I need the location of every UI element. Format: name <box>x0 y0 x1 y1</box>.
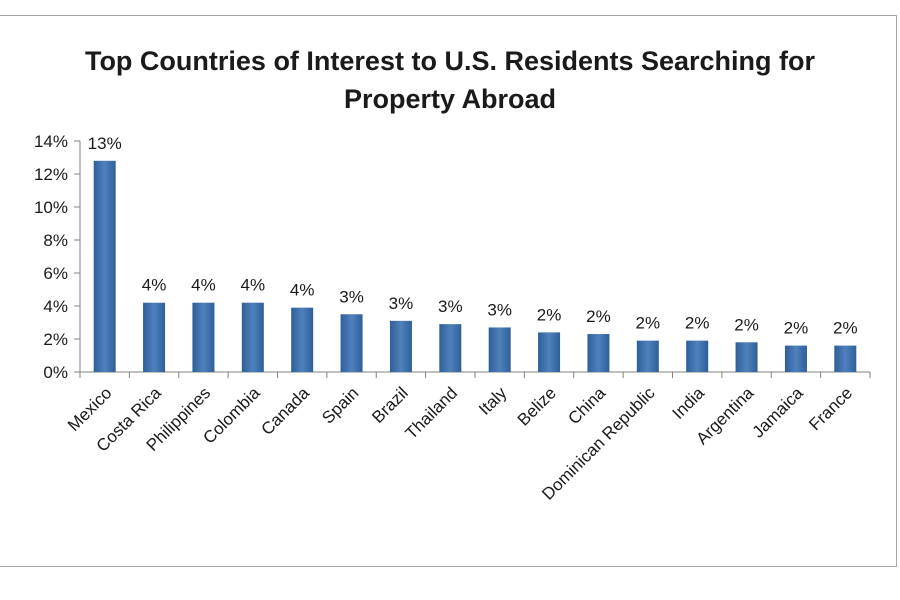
bar <box>538 332 561 372</box>
chart-title-line-1: Top Countries of Interest to U.S. Reside… <box>84 46 816 76</box>
category-label: France <box>805 383 856 434</box>
category-label: China <box>564 383 609 428</box>
category-label: Jamaica <box>749 383 808 442</box>
bar <box>93 160 116 372</box>
bar <box>291 307 314 372</box>
y-tick-label: 0% <box>43 363 68 382</box>
data-label: 3% <box>438 297 463 316</box>
data-label: 2% <box>734 315 759 334</box>
bar <box>488 327 511 372</box>
data-label: 2% <box>685 314 710 333</box>
data-label: 2% <box>833 319 858 338</box>
data-label: 13% <box>88 134 122 153</box>
data-label: 4% <box>142 276 167 295</box>
data-label: 4% <box>191 276 216 295</box>
bar <box>636 340 659 372</box>
category-label: Belize <box>514 383 560 429</box>
category-label: Spain <box>318 383 362 427</box>
bar <box>439 324 462 372</box>
chart-frame <box>0 15 897 567</box>
y-tick-label: 4% <box>43 297 68 316</box>
data-labels: 13% 4% 4% 4% 4% 3% 3% 3% 3% 2% 2% 2% 2% 2% 2% 2% <box>88 134 858 338</box>
bar <box>834 345 857 372</box>
bar <box>340 314 363 372</box>
data-label: 3% <box>487 300 512 319</box>
y-axis: 0% 2% 4% 6% 8% 10% 12% 14% <box>34 132 81 382</box>
chart-title-line-2: Property Abroad <box>343 84 557 114</box>
category-label: Thailand <box>402 383 462 443</box>
bar <box>784 345 807 372</box>
data-label: 2% <box>537 305 562 324</box>
bar <box>587 334 610 372</box>
category-label: Canada <box>257 383 313 439</box>
data-label: 4% <box>241 276 266 295</box>
category-label: Italy <box>475 383 511 419</box>
data-label: 2% <box>784 319 809 338</box>
category-label: India <box>669 383 709 423</box>
bar <box>192 302 215 372</box>
y-tick-label: 14% <box>34 132 68 151</box>
data-label: 2% <box>586 307 611 326</box>
y-tick-label: 2% <box>43 330 68 349</box>
chart-title: Top Countries of Interest to U.S. Reside… <box>0 42 900 118</box>
data-label: 2% <box>636 314 661 333</box>
bar <box>143 302 166 372</box>
data-label: 3% <box>389 294 414 313</box>
y-tick-label: 8% <box>43 231 68 250</box>
x-axis <box>79 371 871 378</box>
y-tick-label: 6% <box>43 264 68 283</box>
bar <box>241 302 264 372</box>
category-label: Brazil <box>368 383 411 426</box>
y-tick-label: 10% <box>34 198 68 217</box>
data-label: 3% <box>339 287 364 306</box>
bar <box>735 342 758 372</box>
data-label: 4% <box>290 281 315 300</box>
y-tick-label: 12% <box>34 165 68 184</box>
bar <box>389 320 412 372</box>
bars <box>93 160 857 372</box>
bar <box>686 340 709 372</box>
